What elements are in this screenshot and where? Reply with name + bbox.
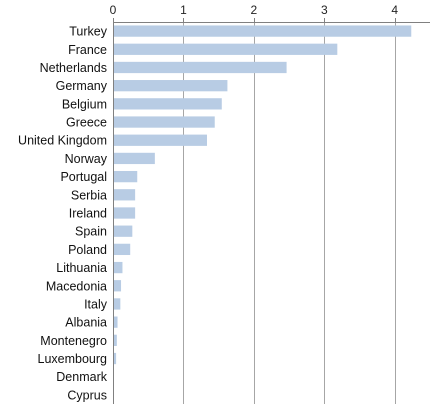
x-tick-label: 0 [110, 3, 117, 17]
bar-belgium [114, 98, 222, 110]
x-tick-label: 1 [180, 3, 187, 17]
bar-turkey [114, 25, 412, 37]
category-label: Poland [68, 243, 107, 257]
bar-spain [114, 225, 133, 237]
category-label: Denmark [56, 370, 107, 384]
category-label: Montenegro [40, 334, 107, 348]
category-label: United Kingdom [18, 134, 107, 148]
bar-germany [114, 80, 228, 92]
category-label: Belgium [62, 97, 107, 111]
category-label: Macedonia [46, 279, 107, 293]
bars [114, 25, 412, 365]
labels: 0 1 2 3 4 Turkey France Netherlands Germany Belgi… [18, 3, 398, 402]
x-tick-label: 4 [391, 3, 398, 17]
category-label: Serbia [71, 188, 107, 202]
category-label: Lithuania [56, 261, 107, 275]
bar-serbia [114, 189, 136, 201]
category-label: Norway [65, 152, 108, 166]
category-label: Turkey [69, 25, 107, 39]
bar-france [114, 43, 338, 55]
category-label: Cyprus [67, 388, 107, 402]
bar-albania [114, 316, 118, 328]
bar-macedonia [114, 280, 122, 292]
category-label: Italy [84, 297, 108, 311]
x-tick-label: 2 [251, 3, 258, 17]
x-tick-label: 3 [321, 3, 328, 17]
category-label: Germany [56, 79, 108, 93]
category-label: Portugal [60, 170, 107, 184]
category-label: Netherlands [40, 61, 107, 75]
category-label: France [68, 43, 107, 57]
bar-norway [114, 152, 155, 165]
category-label: Ireland [69, 207, 107, 221]
bar-poland [114, 243, 131, 256]
bar-lithuania [114, 261, 123, 274]
bar-greece [114, 116, 215, 128]
bar-luxembourg [114, 352, 117, 365]
category-label: Luxembourg [38, 352, 108, 366]
grid-lines [183, 22, 396, 404]
bar-united-kingdom [114, 134, 207, 146]
category-label: Spain [75, 225, 107, 239]
axes [113, 18, 430, 404]
bar-ireland [114, 207, 136, 219]
category-label: Albania [65, 316, 107, 330]
category-label: Greece [66, 116, 107, 130]
bar-portugal [114, 170, 138, 183]
bar-italy [114, 298, 121, 310]
bar-montenegro [114, 334, 117, 346]
bar-netherlands [114, 61, 287, 74]
